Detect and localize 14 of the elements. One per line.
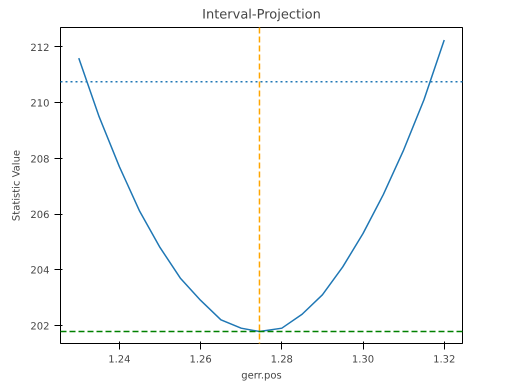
x-axis-title: gerr.pos [241,370,282,382]
x-tick-label: 1.28 [270,354,293,366]
x-tick-label: 1.30 [352,354,374,366]
x-tick-label: 1.32 [433,354,456,366]
y-axis-title: Statistic Value [11,150,22,222]
x-tick-label: 1.24 [108,354,131,366]
y-tick-label: 208 [30,154,50,166]
x-tick-label: 1.26 [189,354,212,366]
y-tick-label: 204 [30,266,50,277]
y-tick-label: 210 [30,98,50,110]
y-tick-label: 206 [30,210,50,222]
y-tick-label: 202 [30,321,50,332]
y-tick-label: 212 [30,42,50,54]
chart-title: Interval-Projection [202,8,321,22]
